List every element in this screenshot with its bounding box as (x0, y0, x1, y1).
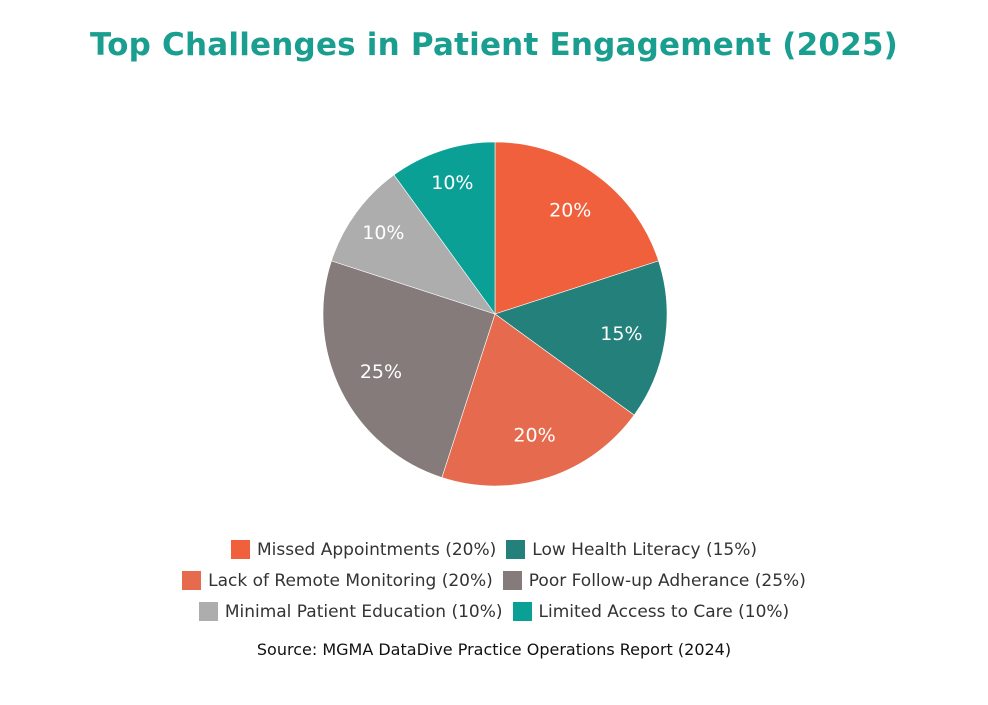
legend-item: Minimal Patient Education (10%) (198, 601, 503, 622)
legend-label: Low Health Literacy (15%) (532, 539, 757, 560)
legend-label: Limited Access to Care (10%) (538, 601, 790, 622)
legend-swatch (502, 571, 522, 590)
pie-slice-poor-follow-up-adherance (322, 260, 496, 478)
pie-slice-lack-of-remote-monitoring (441, 313, 635, 487)
legend-swatch (506, 540, 526, 559)
legend-item: Limited Access to Care (10%) (512, 601, 790, 622)
legend-label: Minimal Patient Education (10%) (224, 601, 503, 622)
legend-row: Lack of Remote Monitoring (20%) Poor Foll… (177, 565, 811, 596)
legend-row: Missed Appointments (20%) Low Health Lite… (226, 534, 762, 565)
legend-item: Lack of Remote Monitoring (20%) (182, 571, 493, 591)
legend-swatch (512, 602, 532, 621)
legend-swatch (230, 540, 250, 559)
slice-data-label: 20% (513, 425, 555, 447)
slice-data-label: 10% (431, 172, 473, 194)
legend-label: Poor Follow-up Adherance (25%) (528, 570, 806, 591)
legend-swatch (198, 602, 218, 621)
pie-slice-low-health-literacy (494, 260, 668, 416)
legend-item: Missed Appointments (20%) (230, 539, 497, 560)
legend-swatch (182, 571, 202, 590)
pie-slice-minimal-patient-education (331, 174, 496, 315)
legend: Missed Appointments (20%) Low Health Lite… (0, 534, 988, 627)
slice-data-label: 10% (362, 222, 404, 244)
slice-data-label: 15% (600, 323, 642, 345)
pie-slice-labels: 20% 15% 20% 25% 10% 10% (360, 172, 643, 447)
pie-slice-limited-access-to-care (393, 141, 496, 315)
chart-title: Top Challenges in Patient Engagement (20… (89, 27, 899, 63)
source-note: Source: MGMA DataDive Practice Operation… (256, 640, 732, 659)
pie-slice-missed-appointments (494, 141, 659, 315)
legend-item: Low Health Literacy (15%) (506, 540, 757, 560)
legend-label: Missed Appointments (20%) (256, 539, 497, 560)
legend-item: Poor Follow-up Adherance (25%) (502, 570, 806, 591)
legend-label: Lack of Remote Monitoring (20%) (208, 570, 493, 591)
slice-data-label: 20% (549, 199, 591, 221)
slice-data-label: 25% (360, 361, 402, 383)
legend-row: Minimal Patient Education (10%) Limited A… (194, 596, 794, 627)
pie-slices (322, 141, 668, 487)
